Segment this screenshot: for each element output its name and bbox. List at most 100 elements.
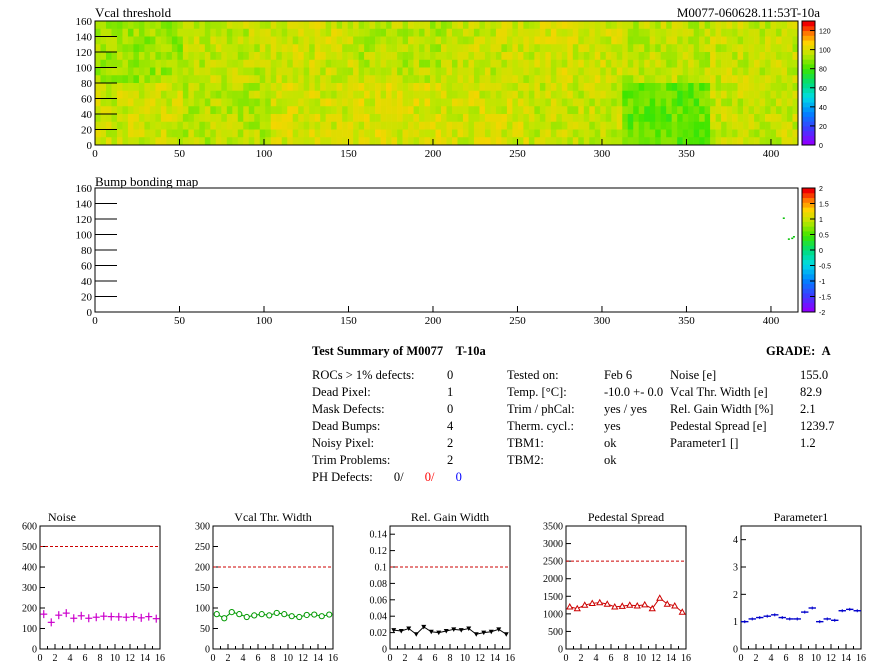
heatmap-cell (770, 129, 777, 138)
heatmap-cell (435, 52, 442, 61)
heatmap-cell (754, 44, 760, 53)
heatmap-cell (512, 137, 519, 146)
heatmap-cell (182, 98, 189, 107)
heatmap-cell (677, 114, 683, 123)
heatmap-cell (517, 121, 524, 130)
heatmap-cell (660, 44, 667, 53)
heatmap-cell (408, 44, 414, 53)
heatmap-cell (556, 59, 563, 68)
heatmap-cell (303, 90, 310, 99)
heatmap-cell (644, 59, 651, 68)
heatmap-cell (715, 137, 722, 146)
heatmap-cell (688, 21, 694, 30)
heatmap-cell (545, 28, 552, 37)
heatmap-cell (430, 28, 436, 37)
heatmap-cell (133, 98, 140, 107)
heatmap-cell (512, 114, 519, 123)
heatmap-cell (419, 114, 425, 123)
heatmap-cell (441, 114, 447, 123)
heatmap-cell (699, 67, 705, 76)
vcal-threshold-colorbar-band (802, 125, 815, 132)
heatmap-cell (512, 44, 519, 53)
heatmap-cell (732, 83, 738, 92)
heatmap-cell (358, 21, 365, 30)
heatmap-cell (320, 21, 326, 30)
heatmap-cell (517, 83, 524, 92)
heatmap-cell (616, 59, 623, 68)
heatmap-cell (298, 137, 305, 146)
heatmap-cell (248, 129, 255, 138)
heatmap-cell (435, 44, 442, 53)
module-id: M0077-060628.11:53T-10a (677, 5, 820, 20)
heatmap-cell (699, 83, 705, 92)
heatmap-cell (243, 83, 250, 92)
heatmap-cell (237, 98, 244, 107)
heatmap-cell (506, 121, 513, 130)
heatmap-cell (611, 121, 618, 130)
data-point (406, 626, 412, 631)
y-tick-label: 0 (205, 645, 210, 656)
bump-bonding-colorbar-band (802, 221, 815, 227)
heatmap-cell (232, 106, 239, 115)
heatmap-cell (325, 67, 332, 76)
heatmap-cell (435, 21, 442, 30)
heatmap-cell (298, 121, 305, 130)
heatmap-cell (309, 52, 315, 61)
heatmap-cell (182, 44, 189, 53)
heatmap-cell (408, 21, 414, 30)
heatmap-cell (402, 36, 409, 45)
heatmap-cell (199, 98, 206, 107)
heatmap-cell (287, 83, 294, 92)
heatmap-cell (309, 121, 315, 130)
vcal-threshold-colorbar-band (802, 21, 815, 27)
heatmap-cell (95, 36, 101, 45)
x-tick-label: 4 (418, 653, 423, 664)
x-tick-label: 4 (769, 653, 774, 664)
heatmap-cell (171, 83, 178, 92)
heatmap-cell (408, 121, 414, 130)
heatmap-cell (770, 106, 777, 115)
result-row-label: Noise [e] (670, 368, 717, 382)
heatmap-cell (484, 114, 491, 123)
heatmap-cell (473, 114, 480, 123)
heatmap-cell (605, 44, 612, 53)
heatmap-cell (199, 129, 206, 138)
heatmap-cell (534, 44, 541, 53)
heatmap-cell (732, 36, 738, 45)
heatmap-cell (572, 67, 579, 76)
heatmap-cell (556, 137, 563, 146)
heatmap-cell (204, 121, 211, 130)
heatmap-cell (380, 44, 387, 53)
heatmap-cell (572, 83, 579, 92)
heatmap-cell (320, 59, 326, 68)
heatmap-cell (567, 75, 574, 84)
heatmap-cell (342, 83, 348, 92)
heatmap-cell (204, 106, 211, 115)
heatmap-cell (435, 129, 442, 138)
heatmap-cell (402, 44, 409, 53)
x-tick-label: 14 (313, 653, 323, 664)
heatmap-cell (265, 67, 272, 76)
heatmap-cell (556, 52, 563, 61)
heatmap-cell (188, 137, 195, 146)
heatmap-cell (413, 121, 420, 130)
heatmap-cell (726, 83, 733, 92)
heatmap-cell (320, 52, 326, 61)
summary-temp-tag: T-10a (455, 344, 486, 358)
heatmap-cell (138, 90, 145, 99)
heatmap-cell (270, 137, 277, 146)
heatmap-cell (792, 59, 799, 68)
heatmap-cell (215, 75, 222, 84)
heatmap-cell (561, 83, 568, 92)
condition-row-label: Trim / phCal: (507, 402, 575, 416)
heatmap-cell (660, 59, 667, 68)
heatmap-cell (270, 36, 277, 45)
heatmap-cell (105, 28, 112, 37)
heatmap-cell (369, 129, 376, 138)
series-line (569, 597, 683, 613)
heatmap-cell (375, 59, 381, 68)
colorbar-tick-label: 100 (819, 48, 831, 55)
heatmap-cell (144, 21, 151, 30)
heatmap-cell (501, 129, 508, 138)
heatmap-cell (462, 67, 469, 76)
